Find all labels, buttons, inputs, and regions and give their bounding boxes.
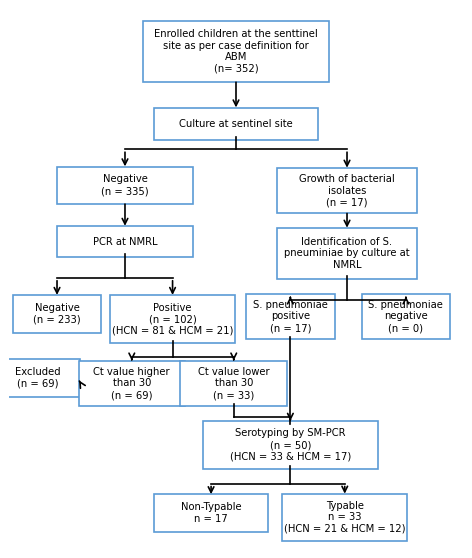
FancyBboxPatch shape [0,359,80,397]
Text: S. pneumoniae
negative
(n = 0): S. pneumoniae negative (n = 0) [369,300,443,333]
FancyBboxPatch shape [362,294,450,339]
Text: Ct value higher
than 30
(n = 69): Ct value higher than 30 (n = 69) [93,367,170,400]
Text: Growth of bacterial
isolates
(n = 17): Growth of bacterial isolates (n = 17) [299,174,395,207]
Text: S. pneumoniae
positive
(n = 17): S. pneumoniae positive (n = 17) [253,300,328,333]
Text: Serotyping by SM-PCR
(n = 50)
(HCN = 33 & HCM = 17): Serotyping by SM-PCR (n = 50) (HCN = 33 … [230,429,351,461]
FancyBboxPatch shape [57,226,193,257]
Text: Negative
(n = 335): Negative (n = 335) [101,175,149,196]
Text: Ct value lower
than 30
(n = 33): Ct value lower than 30 (n = 33) [198,367,270,400]
Text: Identification of S.
pneuminiae by culture at
NMRL: Identification of S. pneuminiae by cultu… [284,237,410,270]
Text: Non-Typable
n = 17: Non-Typable n = 17 [181,502,241,524]
Text: PCR at NMRL: PCR at NMRL [93,237,157,247]
FancyBboxPatch shape [277,168,417,213]
FancyBboxPatch shape [110,295,235,343]
Text: Positive
(n = 102)
(HCN = 81 & HCM = 21): Positive (n = 102) (HCN = 81 & HCM = 21) [112,302,233,336]
FancyBboxPatch shape [154,494,268,532]
Text: Excluded
(n = 69): Excluded (n = 69) [15,367,61,389]
FancyBboxPatch shape [154,108,318,140]
FancyBboxPatch shape [143,21,329,82]
FancyBboxPatch shape [180,360,287,406]
FancyBboxPatch shape [282,494,407,541]
FancyBboxPatch shape [78,360,185,406]
Text: Culture at sentinel site: Culture at sentinel site [179,119,293,129]
FancyBboxPatch shape [57,166,193,204]
FancyBboxPatch shape [246,294,335,339]
Text: Typable
n = 33
(HCN = 21 & HCM = 12): Typable n = 33 (HCN = 21 & HCM = 12) [284,501,405,534]
FancyBboxPatch shape [203,421,378,469]
FancyBboxPatch shape [13,295,101,333]
Text: Negative
(n = 233): Negative (n = 233) [33,303,81,325]
Text: Enrolled children at the senttinel
site as per case definition for
ABM
(n= 352): Enrolled children at the senttinel site … [154,29,318,74]
FancyBboxPatch shape [277,228,417,279]
